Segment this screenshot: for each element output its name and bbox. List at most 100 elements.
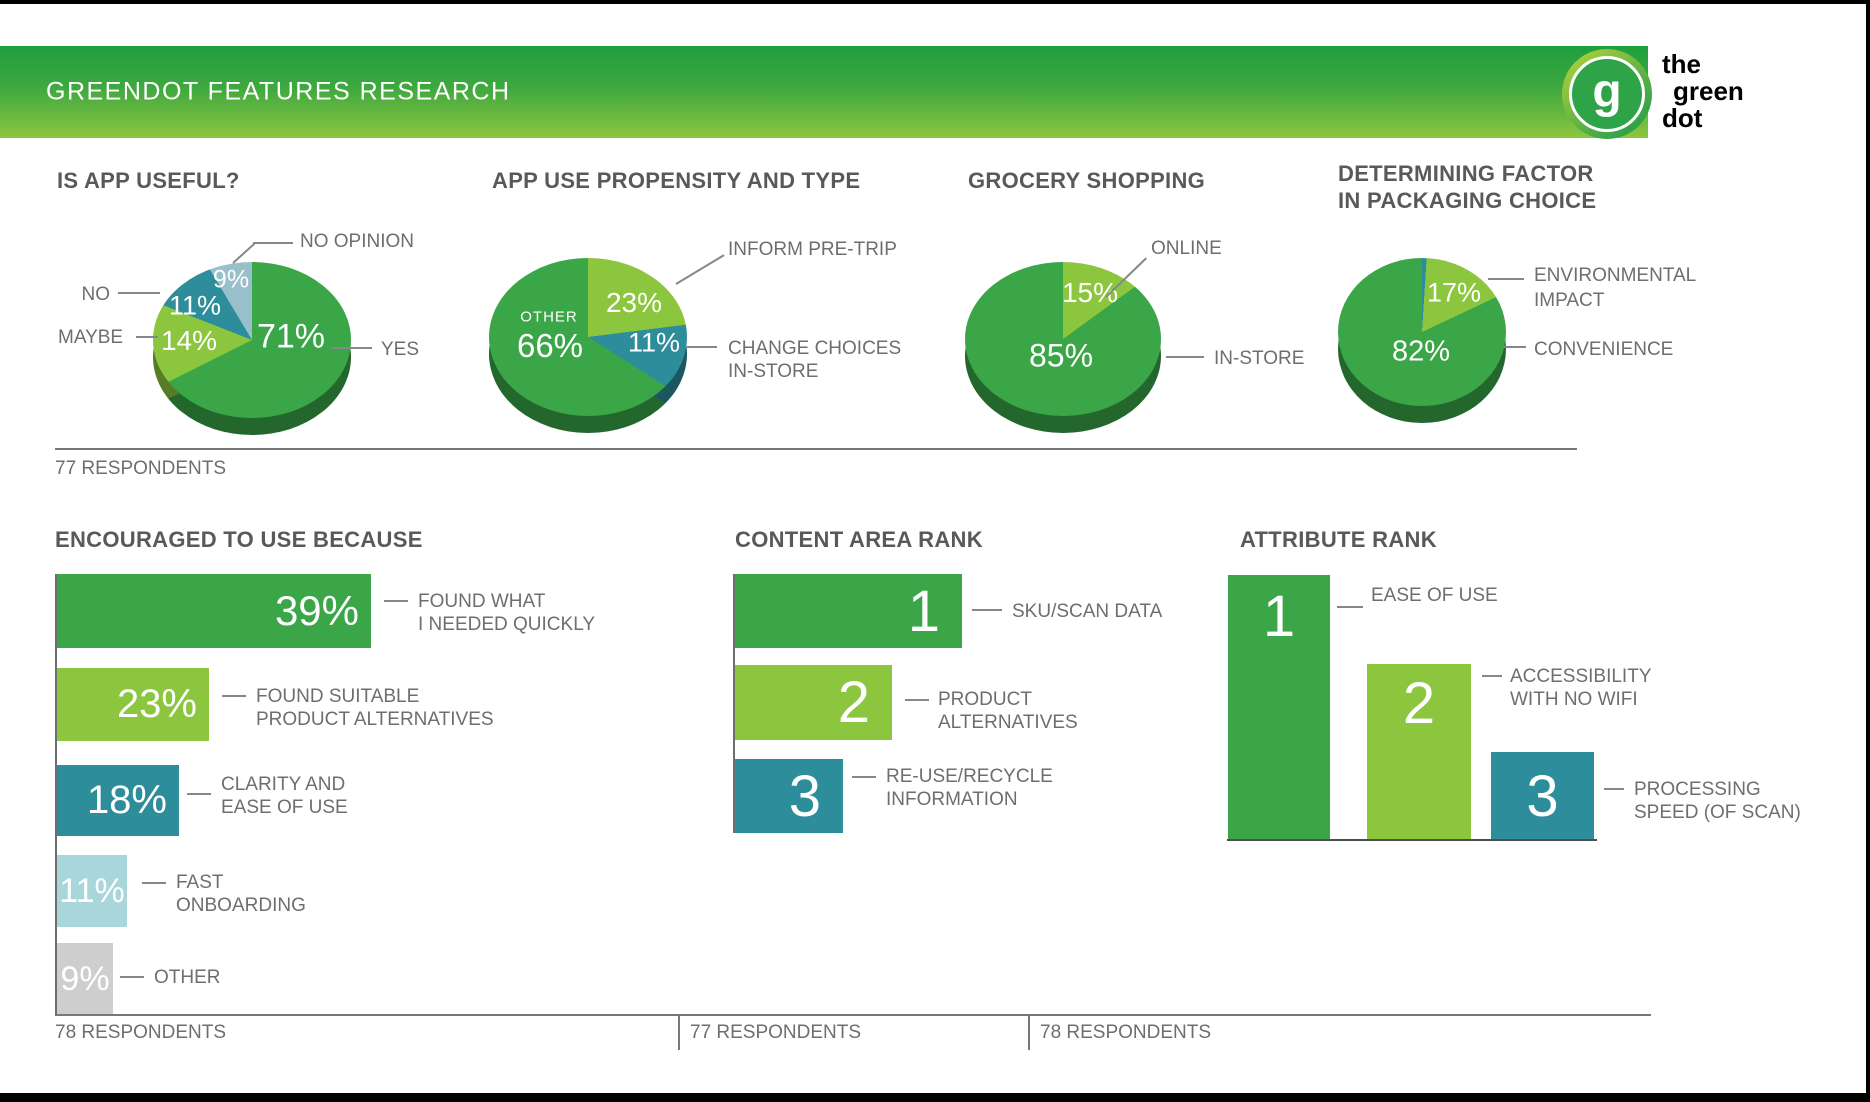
chartA-axis <box>55 574 57 1015</box>
pie4-label-convenience: CONVENIENCE <box>1534 339 1674 360</box>
chartA-bar-1: 39% <box>57 574 371 648</box>
pie3-pct-instore: 85% <box>1028 337 1094 374</box>
chartA-bar-3: 18% <box>57 765 179 836</box>
logo-word-dot: dot <box>1662 103 1703 133</box>
pie3-face <box>965 262 1161 416</box>
chartB-label-3: RE-USE/RECYCLE INFORMATION <box>886 765 1053 811</box>
chartA-respondents-note: 78 RESPONDENTS <box>55 1022 227 1043</box>
chartA-leader-2 <box>222 695 246 697</box>
frame-right <box>1866 0 1870 1102</box>
chartA-bar-5: 9% <box>57 943 113 1015</box>
pie1-pct-noopinion: 9% <box>212 265 250 294</box>
chartC-label-2-line1: ACCESSIBILITY <box>1510 666 1652 687</box>
chartA-bar-1-value: 39% <box>274 587 359 634</box>
logo-g-letter: g <box>1592 65 1622 118</box>
pie1-leader-no-opinion-diag <box>232 242 256 264</box>
pie1-chart <box>153 262 351 435</box>
pie4-label-environment-line1: ENVIRONMENTAL <box>1534 265 1697 286</box>
chartC-label-3-line1: PROCESSING <box>1634 779 1761 800</box>
chartC-col-1: 1 <box>1228 575 1330 840</box>
pie2-title: APP USE PROPENSITY AND TYPE <box>492 168 861 193</box>
logo-inner-circle: g <box>1569 56 1645 132</box>
pie2-label-inform: INFORM PRE-TRIP <box>728 239 897 260</box>
pie4-title: DETERMINING FACTOR IN PACKAGING CHOICE <box>1338 160 1596 214</box>
bottom-divider-tick-2 <box>1028 1014 1030 1050</box>
pie1-label-maybe: MAYBE <box>58 327 124 348</box>
chartA-label-4-line1: FAST <box>176 872 224 893</box>
bottom-divider-tick-1 <box>678 1014 680 1050</box>
chartC-leader-1 <box>1337 606 1363 608</box>
chartA-label-4: FAST ONBOARDING <box>176 871 306 917</box>
chartA-label-3-line2: EASE OF USE <box>221 797 348 818</box>
logo-word-the: the <box>1662 49 1701 79</box>
frame-bottom <box>0 1093 1870 1102</box>
header-bar: GREENDOT FEATURES RESEARCH <box>0 46 1648 138</box>
pie4-leader-environment <box>1488 278 1524 280</box>
chartC-leader-3 <box>1604 788 1624 790</box>
pie2-pct-inform: 23% <box>605 287 663 318</box>
pie4-pct-environment: 17% <box>1426 277 1482 308</box>
pie2-chart <box>489 258 687 433</box>
pie2-pct-change: 11% <box>627 327 681 358</box>
pie3-chart <box>965 262 1161 433</box>
chartB-label-3-line1: RE-USE/RECYCLE <box>886 766 1053 787</box>
chartC-label-3: PROCESSING SPEED (OF SCAN) <box>1634 778 1801 824</box>
chartA-label-2-line2: PRODUCT ALTERNATIVES <box>256 709 494 730</box>
chartA-label-1-line1: FOUND WHAT <box>418 591 546 612</box>
chartB-label-1: SKU/SCAN DATA <box>1012 601 1163 622</box>
chartA-title: ENCOURAGED TO USE BECAUSE <box>55 527 423 552</box>
pie4-face <box>1338 258 1506 406</box>
chartA-leader-1 <box>384 600 408 602</box>
chartC-title: ATTRIBUTE RANK <box>1240 527 1437 552</box>
chartA-label-3: CLARITY AND EASE OF USE <box>221 773 348 819</box>
pie4-pct-convenience: 82% <box>1391 335 1451 368</box>
pie2-face <box>489 258 687 416</box>
pie2-label-change-line2: IN-STORE <box>728 361 819 382</box>
chartA-label-5: OTHER <box>154 967 221 988</box>
pie1-label-no: NO <box>81 284 111 305</box>
chartB-bar-2: 2 <box>735 665 892 740</box>
pie1-leader-no <box>118 292 160 294</box>
chartB-title: CONTENT AREA RANK <box>735 527 983 552</box>
pie1-title: IS APP USEFUL? <box>57 168 240 193</box>
pie3-leader-instore <box>1166 356 1204 358</box>
pie3-label-online: ONLINE <box>1151 238 1222 259</box>
chartC-col-1-rank: 1 <box>1262 584 1296 649</box>
chartC-leader-2 <box>1482 675 1502 677</box>
pie1-label-no-opinion: NO OPINION <box>300 231 415 252</box>
chartB-bar-3-rank: 3 <box>788 763 821 829</box>
bottom-section-divider <box>55 1014 1651 1016</box>
chartA-label-2-line1: FOUND SUITABLE <box>256 686 420 707</box>
chartA-label-1-line2: I NEEDED QUICKLY <box>418 614 596 635</box>
top-section-divider <box>55 448 1577 450</box>
pie2-pct-other: 66% <box>516 327 584 364</box>
chartC-col-2-rank: 2 <box>1402 671 1436 736</box>
green-dot-logo-icon: g <box>1562 49 1652 139</box>
chartA-label-4-line2: ONBOARDING <box>176 895 306 916</box>
frame-top <box>0 0 1870 4</box>
pie4-title-line2: IN PACKAGING CHOICE <box>1338 188 1597 213</box>
chartB-bar-2-rank: 2 <box>837 670 870 735</box>
chartA-bar-5-value: 9% <box>60 959 110 998</box>
chartA-label-3-line1: CLARITY AND <box>221 774 346 795</box>
chartA-bar-4: 11% <box>57 855 127 927</box>
chartC-col-3-rank: 3 <box>1526 763 1559 829</box>
top-respondents-note: 77 RESPONDENTS <box>55 458 227 479</box>
pie1-leader-maybe <box>136 336 158 338</box>
chartC-label-1: EASE OF USE <box>1371 585 1498 606</box>
pie2-inner-label-other: OTHER <box>520 308 578 326</box>
chartA-bar-2-value: 23% <box>116 682 197 726</box>
chartB-axis <box>733 574 735 833</box>
pie4-label-environment-line2: IMPACT <box>1534 290 1605 311</box>
chartB-bar-1: 1 <box>735 574 962 648</box>
chartB-bar-3: 3 <box>735 759 843 833</box>
chartA-bar-4-value: 11% <box>59 871 125 910</box>
chartC-respondents-note: 78 RESPONDENTS <box>1040 1022 1212 1043</box>
chartA-bar-3-value: 18% <box>86 778 167 822</box>
chartB-leader-3 <box>852 776 876 778</box>
pie3-label-instore: IN-STORE <box>1214 348 1305 369</box>
chartB-leader-1 <box>972 609 1002 611</box>
pie4-leader-convenience <box>1504 346 1526 348</box>
pie1-pct-yes: 71% <box>256 317 326 356</box>
